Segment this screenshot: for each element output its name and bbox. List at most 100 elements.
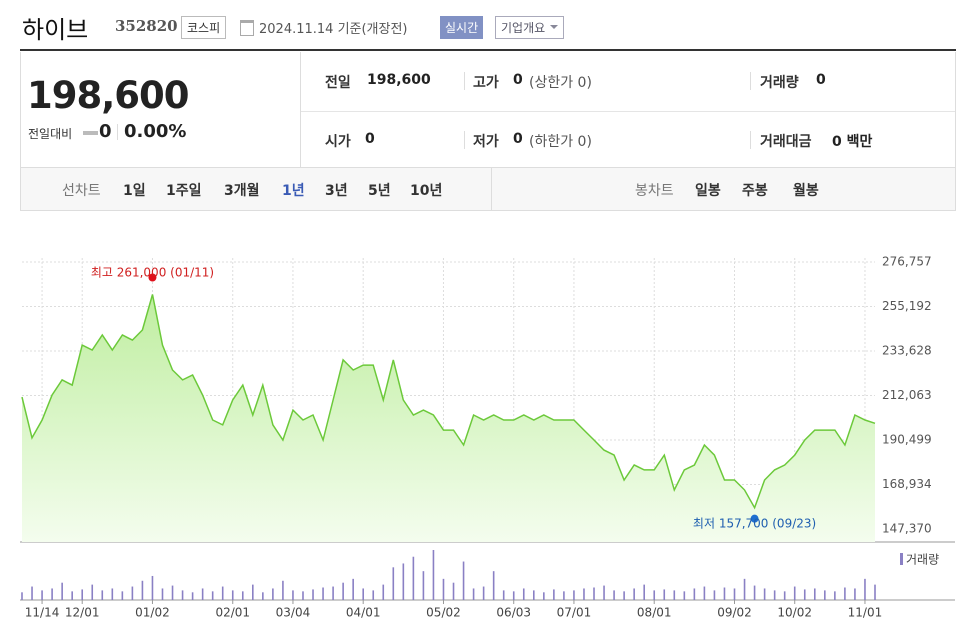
volume-bar xyxy=(432,550,435,600)
volume-bar xyxy=(663,589,666,600)
line-chart-label: 선차트 xyxy=(62,183,101,199)
y-tick-label: 168,934 xyxy=(882,477,932,491)
volume-bar xyxy=(422,571,425,600)
period-tab[interactable]: 5년 xyxy=(368,183,391,199)
info-value: 0 xyxy=(513,72,523,88)
min-marker xyxy=(750,514,759,523)
volume-bar xyxy=(482,586,485,600)
volume-bar xyxy=(332,586,334,600)
period-tab[interactable]: 10년 xyxy=(410,183,443,199)
volume-legend-swatch xyxy=(900,553,903,565)
period-tab[interactable]: 1주일 xyxy=(166,183,202,199)
info-label: 전일 xyxy=(325,75,351,91)
volume-bar xyxy=(412,556,415,600)
period-tab[interactable]: 1일 xyxy=(123,183,146,199)
volume-bar xyxy=(753,585,756,600)
overview-dropdown[interactable]: 기업개요 xyxy=(495,16,565,39)
volume-bar xyxy=(231,590,234,600)
volume-bar xyxy=(824,590,826,600)
volume-bar xyxy=(643,584,645,600)
y-tick-label: 147,370 xyxy=(882,522,932,536)
realtime-button[interactable]: 실시간 xyxy=(440,16,484,39)
x-tick-label: 04/01 xyxy=(346,606,381,620)
x-tick-label: 05/02 xyxy=(426,606,461,620)
volume-bar xyxy=(241,591,244,600)
info-sub: (상한가 0) xyxy=(529,75,592,91)
max-label: 최고 261,000 (01/11) xyxy=(91,266,214,280)
stock-name: 하이브 xyxy=(22,16,89,44)
divider xyxy=(491,168,492,210)
x-tick-label: 01/02 xyxy=(135,606,170,620)
period-tab[interactable]: 주봉 xyxy=(742,183,768,199)
volume-bar xyxy=(262,592,264,600)
volume-bar xyxy=(492,571,495,600)
volume-bar xyxy=(573,590,575,600)
volume-bar xyxy=(111,588,114,600)
tab-bar xyxy=(20,167,956,211)
market-badge: 코스피 xyxy=(181,16,227,39)
volume-bar xyxy=(342,582,344,600)
period-tab[interactable]: 3개월 xyxy=(224,183,260,199)
volume-bar xyxy=(563,591,565,600)
x-tick-label: 07/01 xyxy=(557,606,592,620)
candle-chart-label: 봉차트 xyxy=(635,183,674,199)
volume-bar xyxy=(603,585,605,600)
period-tab[interactable]: 3년 xyxy=(325,183,348,199)
y-tick-label: 212,063 xyxy=(882,388,932,402)
volume-bar xyxy=(533,590,535,600)
volume-bar xyxy=(362,588,364,600)
volume-bar xyxy=(452,582,455,600)
volume-bar xyxy=(21,592,23,600)
volume-bar xyxy=(61,582,63,600)
volume-bar xyxy=(502,590,505,600)
divider xyxy=(464,131,465,149)
divider xyxy=(300,52,301,168)
volume-bar xyxy=(101,590,104,600)
row-divider xyxy=(301,111,955,112)
volume-bar xyxy=(322,587,324,600)
volume-bar xyxy=(703,586,706,600)
info-value: 0 xyxy=(365,131,375,147)
max-marker xyxy=(148,273,157,282)
volume-bar xyxy=(723,587,726,600)
volume-bar xyxy=(141,580,144,600)
volume-bar xyxy=(41,590,43,600)
stock-code: 352820 xyxy=(115,17,178,35)
change-label: 전일대비 xyxy=(28,127,73,141)
period-tab[interactable]: 일봉 xyxy=(695,183,721,199)
info-sub: (하한가 0) xyxy=(529,134,592,150)
period-tab[interactable]: 1년 xyxy=(282,183,305,199)
volume-bar xyxy=(272,588,274,600)
volume-bar xyxy=(683,591,686,600)
volume-bar xyxy=(864,578,866,600)
volume-bar xyxy=(442,578,445,600)
volume-bar xyxy=(583,588,585,600)
x-tick-label: 11/14 xyxy=(25,606,60,620)
x-tick-label: 10/02 xyxy=(777,606,812,620)
period-tab[interactable]: 월봉 xyxy=(793,183,819,199)
info-label: 고가 xyxy=(473,75,499,91)
divider xyxy=(750,72,751,90)
info-value: 0 xyxy=(513,131,523,147)
y-tick-label: 255,192 xyxy=(882,299,932,313)
info-label: 거래대금 xyxy=(760,134,812,150)
volume-bar xyxy=(874,584,876,600)
divider xyxy=(750,131,751,149)
volume-bar xyxy=(211,591,214,600)
volume-bar xyxy=(713,590,716,600)
volume-bar xyxy=(151,575,154,600)
volume-bar xyxy=(813,588,816,600)
volume-bar xyxy=(392,567,395,600)
volume-bar xyxy=(512,591,515,600)
x-tick-label: 02/01 xyxy=(215,606,250,620)
volume-bar xyxy=(553,589,555,600)
volume-bar xyxy=(462,561,465,600)
overview-label: 기업개요 xyxy=(501,21,546,35)
volume-legend: 거래량 xyxy=(906,553,939,567)
volume-bar xyxy=(633,588,635,600)
divider xyxy=(464,72,465,90)
x-tick-label: 12/01 xyxy=(65,606,100,620)
volume-bar xyxy=(402,563,405,600)
